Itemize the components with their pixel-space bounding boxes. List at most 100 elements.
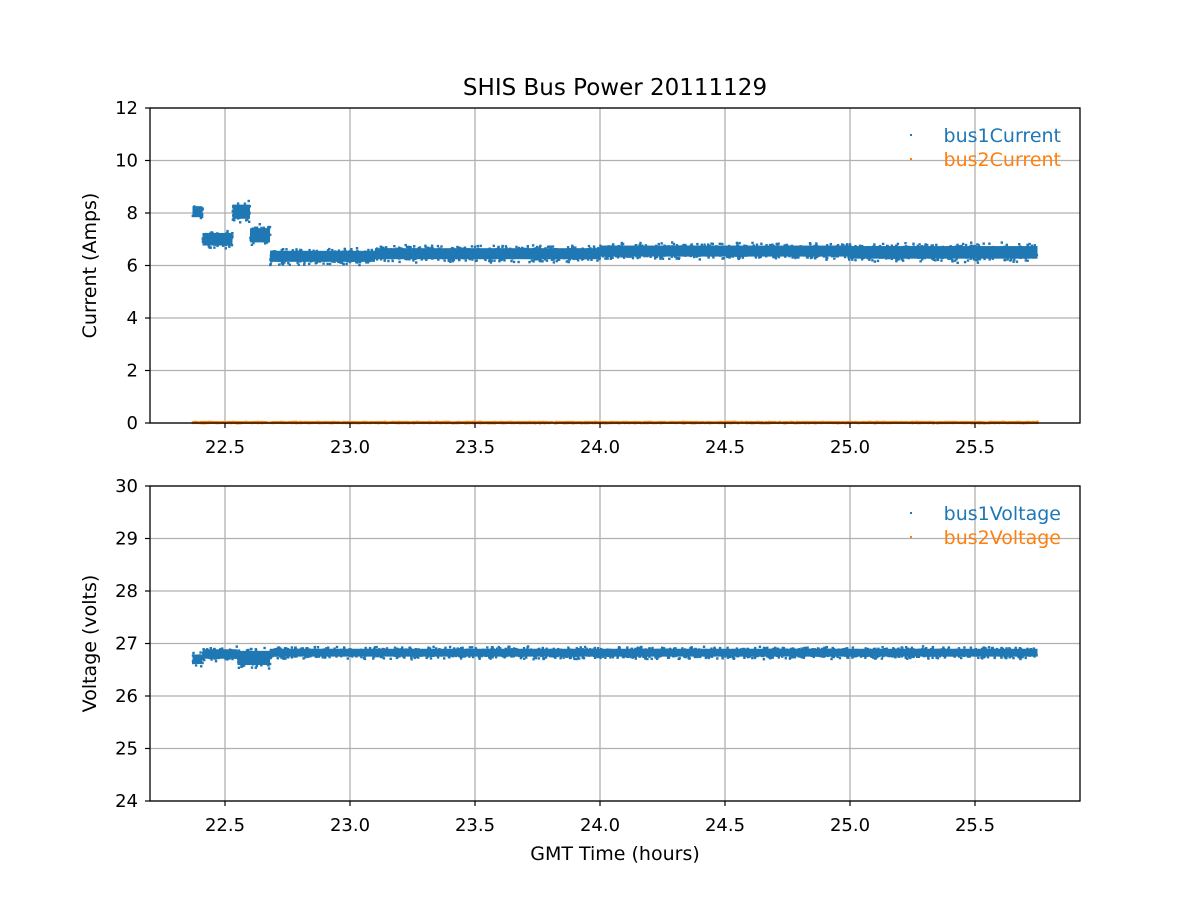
data-point-bus1Current bbox=[308, 262, 311, 265]
data-point-bus1Current bbox=[567, 260, 570, 264]
data-point-bus1Current bbox=[897, 257, 901, 261]
data-point-bus1Current bbox=[760, 242, 763, 245]
data-point-bus1Current bbox=[698, 258, 701, 261]
data-point-bus1Current bbox=[873, 260, 877, 263]
data-point-bus1Current bbox=[387, 259, 390, 263]
data-band-bus1Current bbox=[375, 248, 600, 260]
data-point-bus1Current bbox=[707, 243, 710, 246]
data-point-bus1Current bbox=[532, 260, 535, 263]
data-point-bus1Current bbox=[475, 259, 478, 262]
data-point-bus1Current bbox=[517, 260, 520, 264]
data-point-bus1Current bbox=[659, 257, 662, 260]
data-point-bus1Current bbox=[741, 256, 745, 259]
data-point-bus1Current bbox=[956, 243, 959, 247]
data-point-bus1Current bbox=[382, 246, 385, 250]
data-point-bus1Current bbox=[339, 261, 342, 264]
data-point-bus1Current bbox=[785, 244, 789, 247]
data-point-bus1Current bbox=[243, 202, 247, 205]
data-point-bus1Current bbox=[303, 263, 306, 266]
data-point-bus1Current bbox=[604, 257, 607, 260]
data-point-bus1Current bbox=[246, 218, 249, 221]
data-point-bus1Current bbox=[375, 258, 379, 261]
data-point-bus1Current bbox=[755, 243, 759, 246]
data-point-bus1Current bbox=[628, 255, 632, 258]
data-point-bus1Current bbox=[457, 246, 460, 250]
data-point-bus1Current bbox=[328, 262, 332, 266]
data-point-bus1Current bbox=[543, 258, 546, 261]
data-point-bus1Current bbox=[565, 260, 568, 263]
data-point-bus1Current bbox=[988, 258, 991, 261]
data-point-bus1Current bbox=[437, 258, 440, 261]
data-point-bus1Current bbox=[964, 243, 968, 247]
data-point-bus1Current bbox=[916, 244, 919, 247]
data-point-bus1Current bbox=[552, 258, 555, 261]
data-point-bus1Current bbox=[404, 243, 407, 247]
data-point-bus1Current bbox=[331, 248, 334, 252]
data-point-bus1Current bbox=[291, 249, 295, 252]
data-point-bus1Current bbox=[501, 244, 504, 248]
data-point-bus1Current bbox=[876, 259, 880, 263]
data-point-bus1Current bbox=[345, 262, 348, 266]
data-point-bus1Current bbox=[683, 243, 687, 247]
data-point-bus1Current bbox=[315, 261, 319, 264]
data-point-bus1Current bbox=[285, 248, 288, 251]
data-point-bus1Current bbox=[355, 261, 358, 264]
data-point-bus1Current bbox=[268, 225, 272, 229]
data-point-bus1Current bbox=[264, 242, 267, 245]
data-point-bus1Current bbox=[574, 246, 577, 249]
data-point-bus1Current bbox=[826, 256, 829, 260]
data-point-bus1Current bbox=[737, 256, 740, 259]
data-point-bus1Current bbox=[655, 255, 659, 259]
data-point-bus1Current bbox=[592, 245, 596, 248]
data-point-bus1Current bbox=[935, 243, 938, 247]
data-point-bus1Current bbox=[977, 244, 981, 247]
data-point-bus1Current bbox=[1033, 244, 1036, 247]
data-point-bus1Current bbox=[777, 242, 780, 245]
data-point-bus1Current bbox=[366, 261, 370, 264]
data-point-bus1Current bbox=[571, 246, 574, 250]
data-point-bus1Current bbox=[620, 244, 623, 247]
data-point-bus1Current bbox=[978, 258, 982, 261]
data-point-bus1Current bbox=[636, 256, 639, 260]
data-point-bus1Current bbox=[848, 244, 852, 247]
data-point-bus1Current bbox=[794, 256, 797, 260]
data-point-bus1Current bbox=[661, 257, 665, 260]
data-point-bus1Current bbox=[541, 260, 544, 263]
data-point-bus1Current bbox=[806, 256, 809, 259]
data-point-bus1Current bbox=[450, 246, 454, 250]
data-point-bus1Current bbox=[426, 246, 430, 249]
data-point-bus1Current bbox=[213, 246, 216, 249]
data-point-bus1Current bbox=[224, 247, 227, 250]
data-point-bus1Current bbox=[707, 256, 710, 259]
data-point-bus1Current bbox=[228, 245, 231, 248]
data-point-bus1Current bbox=[512, 260, 516, 264]
data-point-bus1Current bbox=[845, 243, 849, 246]
data-point-bus1Current bbox=[282, 248, 285, 251]
data-point-bus1Current bbox=[415, 261, 418, 264]
data-point-bus1Current bbox=[976, 243, 979, 246]
data-point-bus1Current bbox=[322, 262, 325, 265]
data-point-bus1Current bbox=[552, 261, 556, 264]
data-point-bus1Current bbox=[768, 243, 772, 247]
data-point-bus1Current bbox=[901, 258, 904, 261]
data-point-bus1Current bbox=[976, 261, 980, 264]
data-point-bus1Current bbox=[660, 242, 663, 245]
data-point-bus1Current bbox=[566, 246, 570, 249]
data-band-bus1Current bbox=[270, 250, 375, 262]
data-point-bus1Current bbox=[255, 226, 259, 229]
data-point-bus1Current bbox=[590, 258, 593, 261]
data-point-bus1Current bbox=[920, 258, 924, 261]
data-point-bus1Current bbox=[955, 258, 958, 261]
data-point-bus1Current bbox=[278, 263, 281, 266]
data-point-bus1Current bbox=[759, 255, 762, 258]
data-point-bus1Current bbox=[703, 243, 706, 246]
data-point-bus1Current bbox=[571, 244, 574, 247]
data-point-bus1Current bbox=[409, 246, 412, 249]
data-point-bus1Current bbox=[895, 244, 898, 247]
data-point-bus1Current bbox=[712, 256, 715, 259]
data-point-bus1Current bbox=[609, 257, 612, 260]
data-point-bus1Current bbox=[960, 244, 963, 248]
data-point-bus1Current bbox=[924, 243, 927, 246]
data-point-bus1Current bbox=[659, 256, 662, 259]
data-point-bus1Current bbox=[489, 261, 493, 264]
